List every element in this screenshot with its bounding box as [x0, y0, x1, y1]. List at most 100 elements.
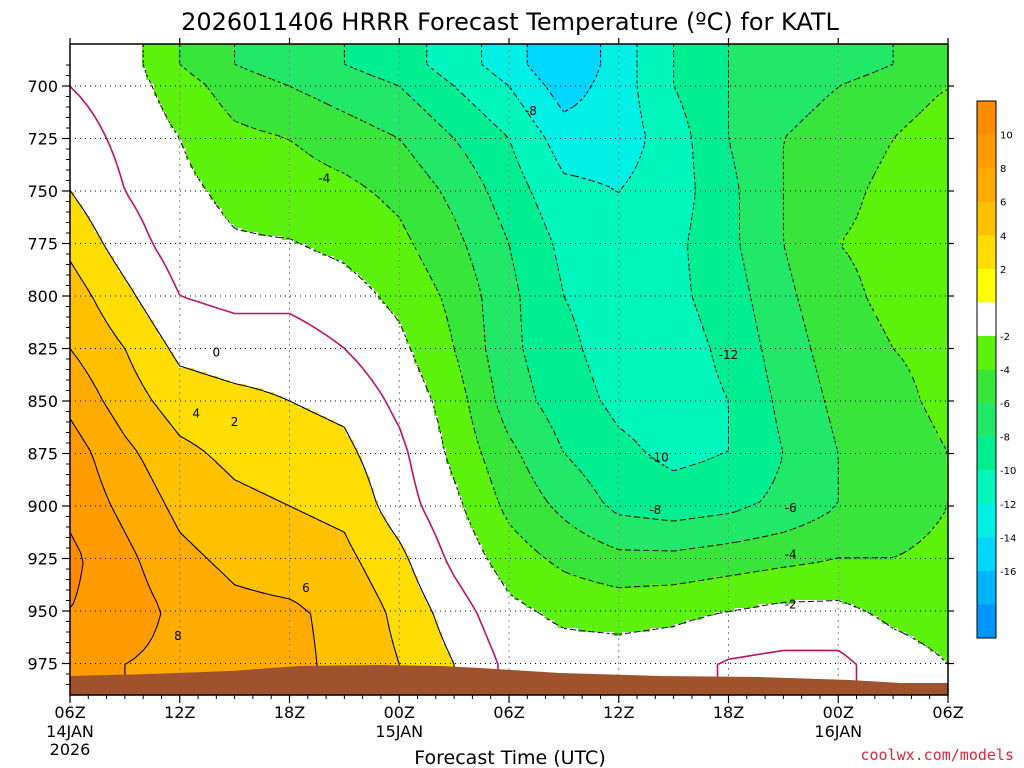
temperature-cell [82, 116, 87, 121]
temperature-cell [126, 292, 131, 297]
temperature-cell [78, 140, 83, 145]
temperature-cell [126, 244, 131, 249]
temperature-cell [134, 144, 139, 149]
temperature-cell [130, 484, 135, 489]
temperature-cell [134, 572, 139, 577]
temperature-cell [98, 324, 103, 329]
temperature-cell [154, 616, 159, 621]
temperature-cell [110, 308, 115, 313]
temperature-cell [82, 648, 87, 653]
temperature-cell [94, 392, 99, 397]
temperature-cell [138, 416, 143, 421]
temperature-cell [102, 156, 107, 161]
temperature-cell [86, 580, 91, 585]
temperature-cell [94, 52, 99, 57]
temperature-cell [122, 248, 127, 253]
temperature-cell [78, 124, 83, 129]
temperature-cell [110, 316, 115, 321]
temperature-cell [82, 516, 87, 521]
temperature-cell [122, 388, 127, 393]
temperature-cell [150, 424, 155, 429]
temperature-cell [158, 92, 163, 97]
temperature-cell [122, 148, 127, 153]
temperature-cell [74, 108, 79, 113]
temperature-cell [86, 172, 91, 177]
temperature-cell [98, 176, 103, 181]
temperature-cell [86, 248, 91, 253]
temperature-cell [150, 336, 155, 341]
temperature-cell [94, 592, 99, 597]
temperature-cell [114, 440, 119, 445]
temperature-cell [102, 236, 107, 241]
temperature-cell [74, 448, 79, 453]
temperature-cell [82, 184, 87, 189]
temperature-cell [110, 620, 115, 625]
temperature-cell [78, 312, 83, 317]
temperature-cell [150, 492, 155, 497]
temperature-cell [126, 524, 131, 529]
temperature-cell [138, 256, 143, 261]
temperature-cell [102, 220, 107, 225]
temperature-cell [142, 360, 147, 365]
temperature-cell [106, 460, 111, 465]
temperature-cell [114, 88, 119, 93]
temperature-cell [90, 432, 95, 437]
temperature-cell [90, 420, 95, 425]
temperature-cell [142, 192, 147, 197]
temperature-cell [126, 72, 131, 77]
temperature-cell [94, 636, 99, 641]
temperature-cell [150, 432, 155, 437]
temperature-cell [122, 408, 127, 413]
temperature-cell [154, 348, 159, 353]
temperature-cell [118, 408, 123, 413]
temperature-cell [110, 396, 115, 401]
temperature-cell [158, 436, 163, 441]
temperature-cell [154, 56, 159, 61]
temperature-cell [134, 136, 139, 141]
temperature-cell [150, 552, 155, 557]
temperature-cell [154, 312, 159, 317]
temperature-cell [134, 232, 139, 237]
temperature-cell [122, 596, 127, 601]
temperature-cell [86, 128, 91, 133]
temperature-cell [142, 280, 147, 285]
temperature-cell [154, 356, 159, 361]
temperature-cell [142, 48, 147, 53]
temperature-cell [114, 560, 119, 565]
temperature-cell [102, 276, 107, 281]
temperature-cell [98, 500, 103, 505]
temperature-cell [94, 64, 99, 69]
temperature-cell [122, 536, 127, 541]
temperature-cell [102, 272, 107, 277]
temperature-cell [106, 308, 111, 313]
temperature-cell [106, 64, 111, 69]
temperature-cell [90, 340, 95, 345]
temperature-cell [74, 80, 79, 85]
temperature-cell [82, 228, 87, 233]
temperature-cell [146, 424, 151, 429]
temperature-cell [86, 400, 91, 405]
temperature-cell [118, 508, 123, 513]
temperature-cell [130, 436, 135, 441]
temperature-cell [146, 512, 151, 517]
temperature-cell [86, 272, 91, 277]
temperature-cell [102, 392, 107, 397]
temperature-cell [90, 148, 95, 153]
temperature-cell [118, 464, 123, 469]
temperature-cell [126, 200, 131, 205]
temperature-cell [118, 420, 123, 425]
temperature-cell [106, 524, 111, 529]
temperature-cell [82, 452, 87, 457]
temperature-cell [154, 376, 159, 381]
temperature-cell [142, 376, 147, 381]
temperature-cell [94, 48, 99, 53]
temperature-cell [114, 500, 119, 505]
temperature-cell [78, 128, 83, 133]
temperature-cell [154, 416, 159, 421]
temperature-cell [142, 472, 147, 477]
temperature-cell [110, 140, 115, 145]
temperature-cell [78, 624, 83, 629]
temperature-cell [138, 72, 143, 77]
temperature-cell [86, 72, 91, 77]
temperature-cell [130, 664, 135, 669]
